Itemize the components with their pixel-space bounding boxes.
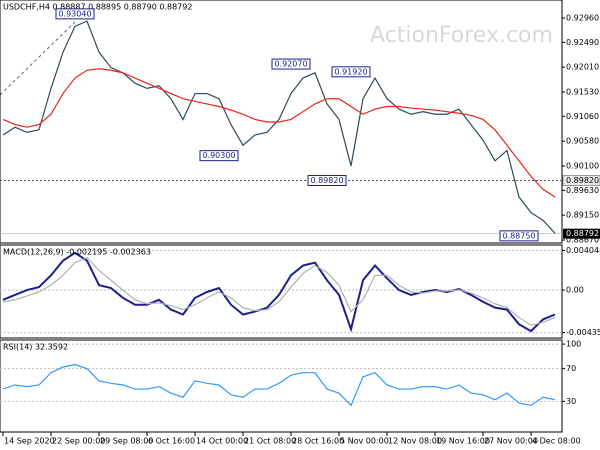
annotation-box [307, 174, 347, 186]
panel-title: RSI(14) 32.3592 [3, 343, 68, 352]
panel-title: USDCHF,H4 0.88887 0.88895 0.88790 0.8879… [3, 3, 192, 12]
annotation-box [499, 230, 539, 242]
x-tick-label: 14 Sep 2020 [4, 437, 55, 446]
level-label-bg [562, 174, 600, 186]
y-tick-label: 0.004048 [566, 246, 600, 255]
x-tick-label: 27 Nov 00:00 [484, 437, 538, 446]
y-tick-label: 70 [566, 364, 576, 373]
panel-frame [0, 339, 563, 433]
annotation-label: 0.89820 [310, 176, 343, 185]
x-tick-label: 12 Nov 08:00 [388, 437, 442, 446]
annotation-label: 0.92070 [274, 60, 307, 69]
y-tick-label: 0.90100 [566, 162, 599, 171]
y-tick-label: 0.90580 [566, 137, 599, 146]
y-tick-label: 0.00 [566, 286, 584, 295]
series-line [2, 257, 556, 326]
x-tick-label: 5 Nov 00:00 [340, 437, 389, 446]
panel-frame [0, 0, 563, 244]
y-tick-label: 0.89150 [566, 211, 599, 220]
annotation-label: 0.93040 [58, 9, 91, 18]
x-tick-label: 21 Oct 08:00 [244, 437, 296, 446]
y-tick-label: 0.92010 [566, 63, 599, 72]
panel-frame [0, 244, 563, 339]
x-tick-label: 22 Sep 00:00 [52, 437, 105, 446]
x-tick-label: 6 Oct 16:00 [148, 437, 195, 446]
y-tick-label: 0.88670 [566, 235, 599, 244]
annotation-box [55, 8, 95, 20]
annotation-box [199, 150, 239, 162]
annotation-label: 0.88750 [502, 231, 535, 240]
x-tick-label: 14 Oct 00:00 [196, 437, 248, 446]
annotation-label: 0.90300 [202, 151, 235, 160]
last-price-label: 0.88792 [566, 229, 599, 238]
y-tick-label: 0.92960 [566, 14, 599, 23]
y-tick-label: 0.91060 [566, 112, 599, 121]
x-tick-label: 29 Sep 08:00 [100, 437, 153, 446]
y-tick-label: 30 [566, 397, 576, 406]
watermark: ActionForex.com [370, 23, 553, 48]
y-tick-label: 0.92490 [566, 38, 599, 47]
panel-title: MACD(12,26,9) -0.002195 -0.002363 [3, 248, 151, 257]
x-tick-label: 28 Oct 16:00 [292, 437, 344, 446]
annotation-box [271, 58, 311, 70]
last-price-bg [563, 228, 600, 239]
y-tick-label: 0.91530 [566, 88, 599, 97]
level-label: 0.89820 [566, 176, 599, 185]
x-tick-label: 19 Nov 16:00 [436, 437, 490, 446]
annotation-box [331, 66, 371, 78]
series-line [2, 363, 556, 407]
series-line [2, 68, 556, 198]
x-tick-label: 4 Dec 08:00 [532, 437, 581, 446]
y-tick-label: 100 [566, 340, 581, 349]
y-tick-label: -0.004351 [566, 328, 600, 337]
annotation-label: 0.91920 [334, 67, 367, 76]
y-tick-label: 0.89630 [566, 186, 599, 195]
